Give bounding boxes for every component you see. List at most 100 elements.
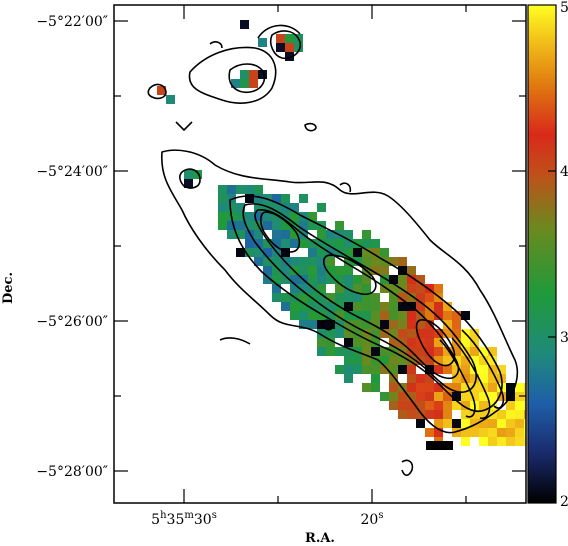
- map-pixel: [353, 248, 362, 257]
- map-pixel: [380, 257, 389, 266]
- map-pixel: [344, 356, 353, 365]
- map-pixel: [497, 428, 506, 437]
- map-pixel: [362, 275, 371, 284]
- map-pixel: [506, 428, 515, 437]
- contour-core-mid: [322, 254, 377, 296]
- map-pixel: [389, 392, 398, 401]
- map-pixel: [452, 320, 461, 329]
- map-pixel: [515, 428, 524, 437]
- map-pixel: [398, 329, 407, 338]
- map-pixel: [524, 428, 526, 437]
- map-pixel: [245, 239, 254, 248]
- map-pixel: [344, 320, 353, 329]
- map-pixel: [479, 419, 488, 428]
- map-pixel: [398, 302, 407, 311]
- map-pixel: [443, 419, 452, 428]
- contour-3: [242, 203, 477, 393]
- map-pixel: [488, 428, 497, 437]
- map-pixel: [461, 392, 470, 401]
- map-pixel: [308, 248, 317, 257]
- x-tick-hours: 5: [151, 512, 160, 528]
- map-pixel: [371, 329, 380, 338]
- map-pixel: [236, 221, 245, 230]
- map-pixel: [344, 248, 353, 257]
- map-pixel: [317, 248, 326, 257]
- map-pixel: [488, 365, 497, 374]
- map-pixel: [371, 311, 380, 320]
- map-pixel: [263, 257, 272, 266]
- x-tick-minutes: 35: [167, 512, 185, 528]
- map-pixel: [434, 428, 443, 437]
- map-pixel: [272, 257, 281, 266]
- map-pixel: [236, 248, 245, 257]
- contour-small-2: [179, 168, 201, 189]
- map-pixel: [344, 230, 353, 239]
- map-pixel: [299, 239, 308, 248]
- map-pixel: [281, 293, 290, 302]
- map-pixel: [371, 257, 380, 266]
- map-pixel: [272, 194, 281, 203]
- map-pixel: [227, 203, 236, 212]
- map-pixel: [294, 43, 303, 52]
- map-pixel: [407, 374, 416, 383]
- map-pixel: [308, 311, 317, 320]
- contour-small-3: [175, 121, 193, 131]
- map-pixel: [407, 266, 416, 275]
- map-pixel: [425, 311, 434, 320]
- map-pixel: [380, 329, 389, 338]
- map-pixel: [416, 320, 425, 329]
- map-pixel: [407, 338, 416, 347]
- contour-north-1: [228, 63, 266, 94]
- map-pixel: [443, 356, 452, 365]
- map-pixel: [443, 401, 452, 410]
- map-pixel: [371, 320, 380, 329]
- map-pixel: [380, 275, 389, 284]
- map-pixel: [290, 203, 299, 212]
- contour-small-8: [219, 337, 251, 345]
- map-pixel: [488, 392, 497, 401]
- map-pixel: [344, 329, 353, 338]
- map-pixel: [515, 383, 524, 392]
- map-pixel: [308, 239, 317, 248]
- map-pixel: [524, 437, 526, 446]
- map-pixel: [452, 383, 461, 392]
- map-pixel: [344, 239, 353, 248]
- map-pixel: [272, 230, 281, 239]
- map-pixel: [416, 311, 425, 320]
- map-pixel: [452, 401, 461, 410]
- map-pixel: [317, 275, 326, 284]
- map-pixel: [470, 383, 479, 392]
- map-pixel: [416, 401, 425, 410]
- map-pixel: [425, 284, 434, 293]
- map-pixel: [353, 338, 362, 347]
- map-pixel: [335, 365, 344, 374]
- map-pixel: [371, 302, 380, 311]
- map-pixel: [317, 230, 326, 239]
- contour-small-4: [304, 122, 317, 132]
- map-pixel: [272, 203, 281, 212]
- map-pixel: [434, 338, 443, 347]
- map-pixel: [443, 410, 452, 419]
- contour-small-6: [321, 319, 334, 331]
- map-pixel: [389, 401, 398, 410]
- map-pixel: [335, 284, 344, 293]
- map-pixel: [344, 365, 353, 374]
- map-pixel: [506, 383, 515, 392]
- map-pixel: [407, 275, 416, 284]
- map-pixel: [479, 374, 488, 383]
- map-pixel: [524, 401, 526, 410]
- map-pixel: [317, 329, 326, 338]
- map-pixel: [353, 293, 362, 302]
- map-pixel: [254, 230, 263, 239]
- map-pixel: [470, 410, 479, 419]
- map-pixel: [362, 293, 371, 302]
- map-pixel: [308, 302, 317, 311]
- map-pixel: [461, 383, 470, 392]
- map-pixel: [299, 257, 308, 266]
- map-pixel: [407, 284, 416, 293]
- map-pixel: [371, 356, 380, 365]
- map-pixel: [398, 311, 407, 320]
- contour-north-3: [269, 30, 302, 60]
- map-pixel: [497, 365, 506, 374]
